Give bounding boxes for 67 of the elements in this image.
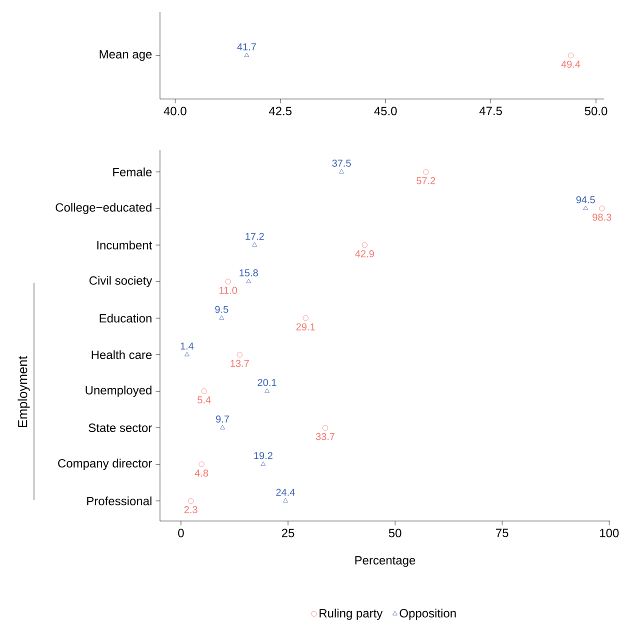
data-label: 94.5 xyxy=(576,196,595,204)
x-tick-label: 0 xyxy=(178,528,184,538)
data-label: 5.4 xyxy=(198,396,211,404)
point xyxy=(302,315,308,321)
x-tick-label: 50 xyxy=(388,528,402,538)
point xyxy=(264,388,270,393)
point xyxy=(246,278,252,284)
point xyxy=(188,498,194,504)
data-label: 9.5 xyxy=(215,306,228,313)
y-tick-label: Education xyxy=(100,314,152,323)
data-label: 57.2 xyxy=(416,177,436,184)
point xyxy=(339,169,344,174)
point xyxy=(260,462,266,466)
data-label: 4.8 xyxy=(194,470,208,477)
data-label: 2.3 xyxy=(184,506,198,514)
legend-label: Opposition xyxy=(400,608,456,620)
point xyxy=(322,424,328,431)
x-axis-title: Percentage xyxy=(355,556,416,567)
x-tick-label: 47.5 xyxy=(479,106,502,116)
data-label: 17.2 xyxy=(246,232,264,240)
x-tick-label: 45.0 xyxy=(374,106,397,116)
y-tick-label: Health care xyxy=(92,350,152,360)
x-tick-label: 100 xyxy=(600,528,619,538)
y-tick-label: State sector xyxy=(88,424,152,432)
point xyxy=(283,498,288,502)
text: Employment xyxy=(18,356,30,428)
point xyxy=(225,278,231,284)
data-label: 42.9 xyxy=(355,250,374,258)
y-tick-label: Unemployed xyxy=(86,386,152,397)
point xyxy=(423,169,429,175)
data-label: 33.7 xyxy=(316,432,335,440)
data-label: 41.7 xyxy=(237,43,256,50)
point xyxy=(583,206,588,210)
data-label: 29.1 xyxy=(296,323,315,330)
point xyxy=(220,424,225,430)
point xyxy=(252,242,258,247)
point xyxy=(201,388,207,394)
x-tick-label: 25 xyxy=(282,528,294,538)
y-tick-label: Professional xyxy=(87,496,152,506)
y-tick-label: Female xyxy=(113,168,152,176)
point xyxy=(236,352,242,358)
data-label: 19.2 xyxy=(254,452,272,460)
point xyxy=(599,206,605,212)
y-tick-label: Mean age xyxy=(100,50,152,61)
data-label: 11.0 xyxy=(219,286,238,294)
data-label: 13.7 xyxy=(230,360,249,367)
y-tick-label: Incumbent xyxy=(97,240,152,250)
data-label: 1.4 xyxy=(180,342,194,350)
data-label: 20.1 xyxy=(258,378,276,386)
data-label: 15.8 xyxy=(240,269,258,276)
x-tick-label: 40.0 xyxy=(164,106,186,116)
data-label: 9.7 xyxy=(216,416,229,423)
data-label: 98.3 xyxy=(592,214,612,221)
data-label: 24.4 xyxy=(276,488,295,496)
x-tick-label: 42.5 xyxy=(268,106,292,116)
y-tick-label: Company director xyxy=(58,458,152,470)
data-label: 37.5 xyxy=(332,160,351,167)
point xyxy=(219,315,224,320)
point xyxy=(362,242,368,248)
y-tick-label: College−educated xyxy=(56,202,152,214)
legend-label: Ruling party xyxy=(320,608,383,620)
data-label: 49.4 xyxy=(561,60,580,68)
point xyxy=(198,462,204,468)
point xyxy=(184,352,190,356)
y-tick-label: Civil society xyxy=(89,276,152,288)
x-tick-label: 50.0 xyxy=(584,106,608,116)
x-tick-label: 75 xyxy=(496,528,508,538)
